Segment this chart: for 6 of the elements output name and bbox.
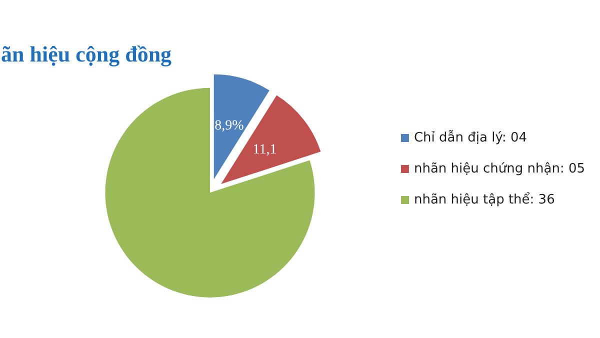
legend-label: nhãn hiệu tập thể: 36 (414, 192, 555, 208)
data-label: 11,1 (252, 142, 277, 158)
data-label: 8,9% (214, 118, 244, 134)
chart-title: ãn hiệu cộng đồng (1, 42, 172, 66)
legend-label: Chỉ dẫn địa lý: 04 (414, 130, 528, 146)
legend-label: nhãn hiệu chứng nhận: 05 (414, 162, 586, 176)
